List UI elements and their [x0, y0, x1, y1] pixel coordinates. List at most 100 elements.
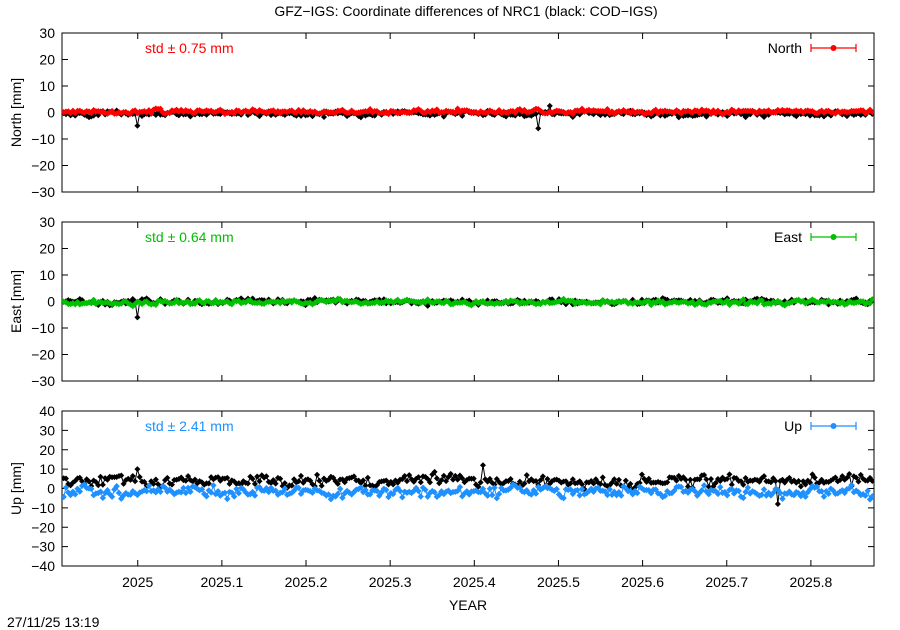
series-gfz-east-point [650, 298, 657, 306]
series-gfz-north-point [576, 107, 583, 115]
series-cod-up-point [251, 480, 258, 487]
series-gfz-east-point [611, 299, 618, 307]
series-gfz-up-point [115, 489, 123, 497]
series-cod-up-point [334, 480, 341, 487]
series-cod-up-point [491, 481, 498, 488]
series-cod-up-point [401, 473, 408, 480]
series-cod-up-point [708, 475, 715, 482]
series-gfz-east-point [544, 297, 551, 305]
series-gfz-up-point [546, 484, 553, 492]
series-gfz-east-point [723, 297, 731, 304]
series-gfz-up-point [171, 490, 178, 498]
series-gfz-east-point [74, 298, 81, 306]
series-gfz-east-point [811, 297, 818, 305]
series-gfz-up-point [265, 488, 272, 496]
series-gfz-north-point [869, 108, 874, 116]
series-gfz-up-point [820, 493, 828, 500]
series-gfz-up-point [224, 495, 231, 503]
series-gfz-north-point [456, 109, 464, 116]
series-gfz-up-point [783, 490, 791, 497]
series-gfz-north-point [182, 107, 189, 114]
series-gfz-up-point [157, 488, 164, 495]
series-gfz-north-point [297, 109, 305, 116]
series-cod-up-point [433, 475, 440, 482]
series-gfz-east-point [581, 298, 588, 306]
series-cod-up-point [134, 466, 141, 473]
x-tick-label: 2025 [122, 574, 153, 590]
series-gfz-east-point [196, 297, 203, 304]
series-gfz-up-point [362, 486, 369, 494]
series-cod-up-point [811, 474, 818, 481]
series-gfz-up-point [113, 483, 120, 490]
series-gfz-north-point [148, 110, 155, 117]
series-cod-up-point [431, 468, 438, 475]
series-cod-up-point [360, 477, 367, 484]
std-label-north: std ± 0.75 mm [145, 40, 234, 56]
series-gfz-up-point [834, 490, 841, 497]
series-gfz-up-point [516, 484, 524, 491]
series-cod-up-point [99, 481, 106, 488]
series-gfz-up-point [106, 491, 113, 498]
panel-up: −40 −30 −20 −10 0 10 20 30 40 2025 2025.1 2025.2 202… [8, 403, 875, 590]
series-gfz-up-point [811, 484, 818, 491]
series-gfz-east-point [717, 297, 724, 304]
series-cod-up-point [295, 478, 302, 485]
series-gfz-east-point [143, 298, 150, 305]
series-cod-up-point [569, 476, 576, 483]
series-gfz-up-point [415, 487, 422, 495]
series-gfz-up-point [823, 488, 830, 495]
series-gfz-up-point [680, 488, 687, 496]
series-gfz-north-point [157, 105, 164, 112]
series-gfz-east-point [707, 299, 715, 307]
series-gfz-up-point [760, 486, 768, 493]
series-gfz-up-point [852, 487, 860, 494]
series-cod-up-point [682, 476, 689, 483]
series-cod-up-point [590, 480, 597, 487]
y-tick-label: −30 [31, 184, 55, 200]
series-cod-up-point [316, 477, 323, 484]
series-gfz-up-point [740, 494, 747, 502]
series-gfz-north-point [535, 106, 542, 113]
series-gfz-up-point [712, 487, 719, 495]
series-gfz-east-point [788, 298, 795, 306]
series-gfz-up-point [99, 494, 107, 502]
series-gfz-east-point [235, 297, 242, 304]
series-cod-up-point [454, 476, 461, 483]
y-tick-label: 0 [47, 294, 55, 310]
series-gfz-up-point [373, 487, 381, 495]
series-cod-up-point [772, 477, 779, 484]
series-cod-up-point [318, 482, 325, 489]
series-gfz-up-point [744, 484, 752, 491]
series-gfz-north-point [606, 110, 613, 117]
series-gfz-north-point [756, 107, 763, 114]
series-gfz-up-point [309, 489, 316, 496]
series-gfz-north-point [90, 106, 97, 114]
series-cod-up-point [132, 478, 139, 485]
series-cod-up-point [802, 481, 809, 488]
series-gfz-up-point [779, 495, 786, 502]
series-cod-up-line [63, 465, 873, 505]
y-tick-label: −10 [31, 320, 55, 336]
series-gfz-north-point [615, 107, 623, 115]
series-cod-up-point [426, 479, 433, 486]
series-gfz-up-point [848, 481, 855, 489]
series-cod-up-point [507, 475, 514, 482]
series-gfz-up-point [721, 488, 729, 496]
series-gfz-north-point [675, 108, 682, 115]
series-gfz-north-point [207, 107, 215, 115]
series-gfz-east-point [740, 296, 747, 303]
series-gfz-up-point [793, 488, 800, 496]
series-cod-north-point [134, 122, 141, 129]
series-cod-up-point [869, 477, 874, 484]
series-cod-up-point [383, 477, 390, 484]
series-cod-up-point [415, 474, 422, 481]
series-cod-up-point [297, 472, 304, 479]
series-gfz-north-point [311, 108, 318, 115]
series-gfz-north-point [631, 109, 639, 117]
y-axis-label-up: Up [mm] [8, 462, 24, 515]
series-gfz-up-point [237, 484, 245, 492]
series-gfz-north-point [247, 108, 254, 115]
series-cod-up-point [857, 471, 864, 478]
series-cod-up-point [761, 473, 768, 480]
legend-label-east: East [774, 229, 802, 245]
